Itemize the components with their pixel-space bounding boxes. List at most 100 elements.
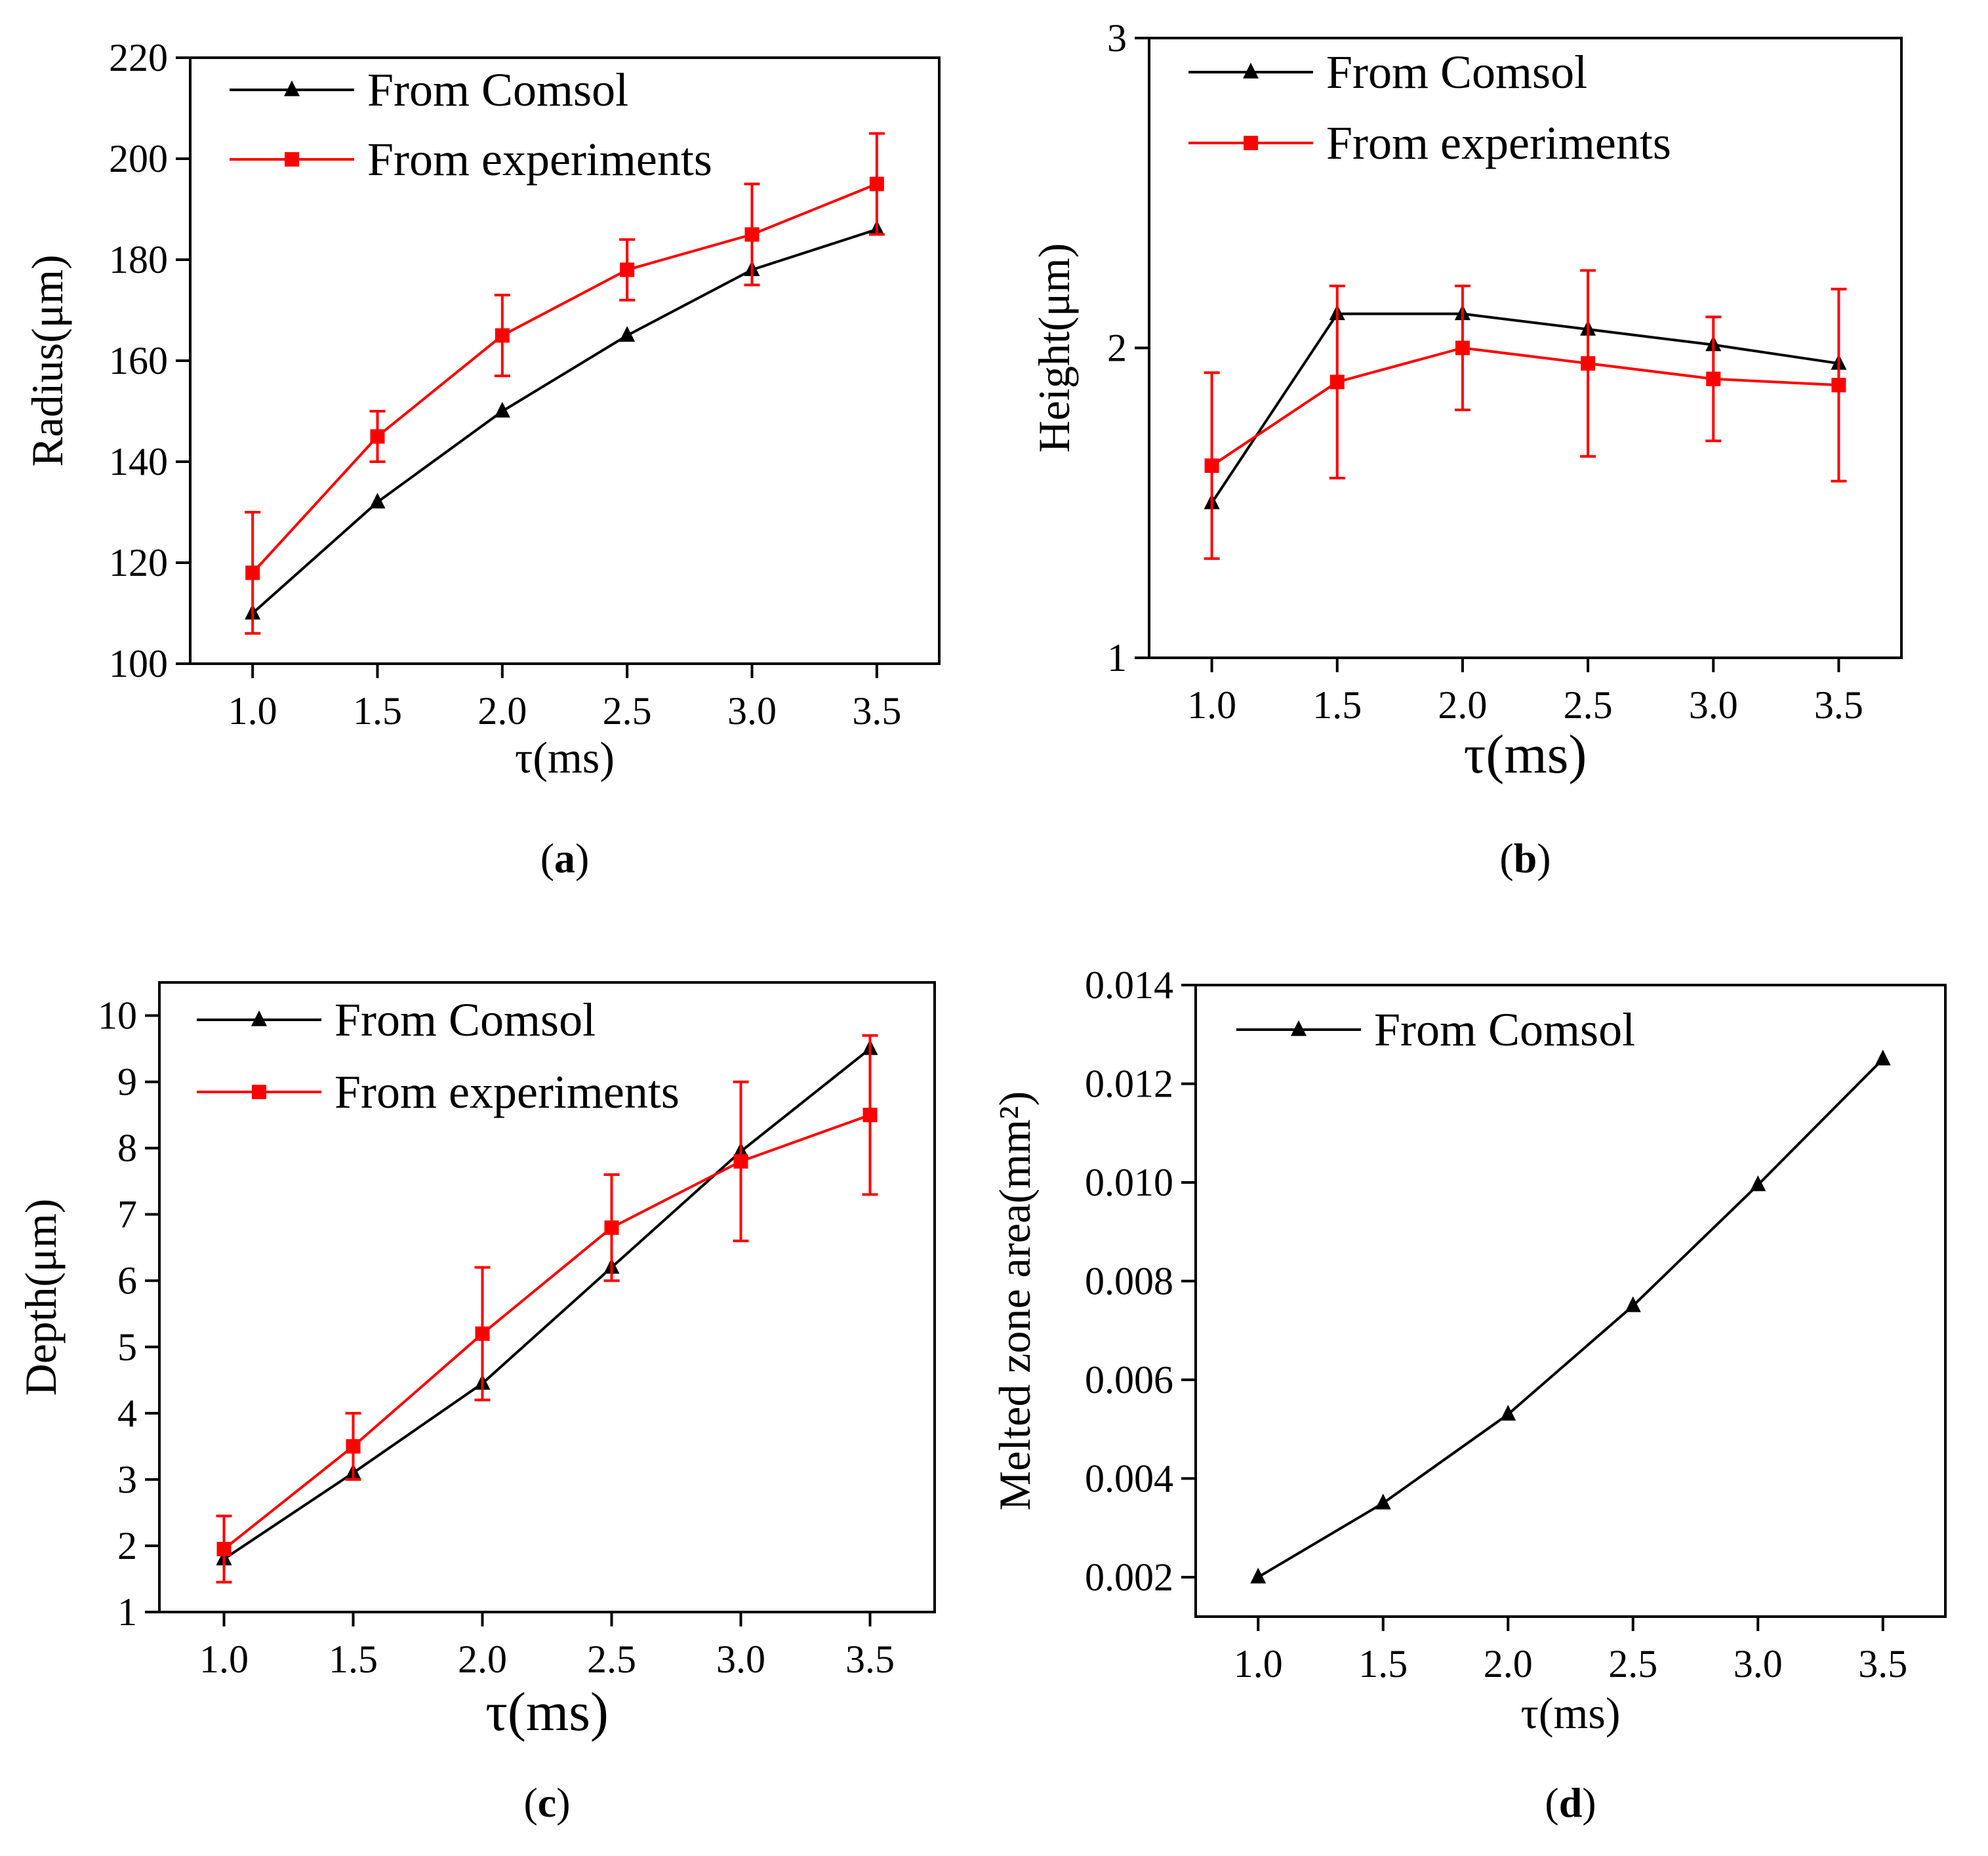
- y-tick-label: 4: [117, 1392, 137, 1435]
- y-tick-label: 1: [117, 1590, 137, 1634]
- data-point: [604, 1220, 619, 1235]
- plot-frame: [158, 981, 936, 1613]
- legend-marker: [284, 80, 300, 96]
- x-tick-label: 1.5: [1358, 1642, 1408, 1685]
- legend-marker: [285, 152, 299, 167]
- data-point: [494, 401, 510, 418]
- y-axis-label: Height(μm): [1029, 243, 1079, 453]
- series-experiments: [216, 1034, 878, 1584]
- legend-entry: From Comsol: [1188, 46, 1587, 98]
- chart-panel-d: 1.0 1.5 2.0 2.5 3.0 3.5 0.002 0.004 0.006 0.008 0.…: [990, 963, 1947, 1826]
- data-point: [495, 328, 510, 343]
- x-axis-label: τ(ms): [485, 1682, 609, 1743]
- data-point: [1455, 340, 1470, 355]
- data-point: [1375, 1493, 1391, 1510]
- y-tick-label: 2: [117, 1524, 137, 1567]
- y-tick-label: 3: [117, 1458, 137, 1501]
- y-tick-label: 140: [109, 440, 168, 483]
- x-tick-label: 1.0: [1234, 1642, 1283, 1685]
- data-point: [216, 1542, 232, 1556]
- data-point: [245, 565, 260, 580]
- data-point: [1581, 356, 1596, 371]
- x-tick-label: 3.5: [1858, 1642, 1907, 1685]
- data-point: [369, 493, 386, 509]
- x-tick-label: 2.0: [458, 1638, 507, 1681]
- x-tick-label: 2.0: [477, 689, 527, 733]
- x-tick-label: 3.0: [1689, 683, 1738, 727]
- data-point: [1329, 374, 1345, 390]
- y-tick-label: 0.008: [1085, 1259, 1173, 1302]
- series-line: [251, 228, 878, 615]
- y-tick-label: 120: [109, 541, 168, 584]
- y-tick-label: 0.006: [1085, 1358, 1173, 1402]
- y-tick-label: 6: [117, 1259, 137, 1302]
- data-point: [475, 1326, 490, 1341]
- x-tick-label: 3.5: [1814, 683, 1863, 727]
- series-line: [1257, 1058, 1884, 1579]
- y-tick-label: 0.004: [1085, 1457, 1173, 1500]
- data-point: [869, 176, 884, 192]
- panel-label: (b): [1499, 835, 1551, 881]
- x-tick-label: 2.0: [1484, 1642, 1533, 1685]
- legend-entry: From experiments: [197, 1066, 680, 1118]
- panel-label: (a): [540, 835, 590, 881]
- legend-marker: [1243, 62, 1259, 79]
- x-tick-label: 2.0: [1438, 683, 1487, 727]
- y-tick-label: 0.010: [1085, 1161, 1173, 1204]
- y-tick-label: 8: [117, 1127, 137, 1170]
- y-tick-label: 160: [109, 339, 168, 382]
- legend-label: From Comsol: [367, 64, 628, 116]
- data-point: [619, 326, 636, 342]
- y-tick-label: 100: [109, 642, 168, 685]
- y-tick-label: 1: [1107, 636, 1127, 679]
- y-tick-label: 0.014: [1085, 963, 1173, 1007]
- panel-label: (c): [523, 1779, 570, 1826]
- legend-entry: From Comsol: [197, 994, 596, 1046]
- y-tick-label: 180: [109, 238, 168, 281]
- legend-label: From experiments: [367, 133, 712, 186]
- series-experiments: [1204, 269, 1847, 560]
- data-point: [370, 429, 385, 444]
- data-point: [862, 1108, 878, 1123]
- y-axis-label: Melted zone area(mm²): [990, 1091, 1040, 1511]
- series-comsol: [245, 220, 885, 620]
- x-axis-label: τ(ms): [1521, 1688, 1621, 1738]
- data-point: [1625, 1296, 1641, 1312]
- x-tick-label: 1.0: [1187, 683, 1236, 727]
- y-tick-label: 5: [117, 1325, 137, 1369]
- x-tick-label: 3.5: [852, 689, 901, 733]
- data-point: [1831, 378, 1846, 393]
- data-point: [1204, 458, 1219, 474]
- y-tick-label: 7: [117, 1193, 137, 1236]
- legend-label: From experiments: [1326, 117, 1671, 169]
- y-tick-label: 10: [98, 994, 137, 1038]
- chart-panel-b: 1.0 1.5 2.0 2.5 3.0 3.5 1 2 3 τ(ms) Height(μm) From…: [1029, 16, 1903, 881]
- chart-panel-c: 1.0 1.5 2.0 2.5 3.0 3.5 1 2 3 4 5 6 7 8 9 10 τ(ms) Depth(…: [16, 981, 936, 1826]
- x-tick-label: 2.5: [587, 1638, 636, 1681]
- legend-entry: From experiments: [1188, 117, 1671, 169]
- x-tick-label: 1.5: [1312, 683, 1362, 727]
- x-tick-label: 3.5: [845, 1638, 895, 1681]
- series-line: [223, 1114, 871, 1550]
- data-point: [346, 1439, 361, 1454]
- y-tick-label: 200: [109, 137, 168, 180]
- x-tick-label: 1.5: [329, 1638, 378, 1681]
- legend-entry: From experiments: [230, 133, 712, 186]
- x-tick-label: 3.0: [727, 689, 777, 733]
- y-tick-label: 3: [1107, 16, 1127, 60]
- x-tick-label: 2.5: [603, 689, 652, 733]
- data-point: [733, 1154, 748, 1169]
- series-line: [1211, 346, 1839, 467]
- legend-label: From Comsol: [1326, 46, 1587, 98]
- y-tick-label: 220: [109, 36, 168, 79]
- x-tick-label: 3.0: [716, 1638, 765, 1681]
- y-tick-label: 9: [117, 1060, 137, 1104]
- data-point: [1706, 371, 1721, 386]
- x-tick-label: 2.5: [1564, 683, 1613, 727]
- series-comsol: [1250, 1049, 1891, 1584]
- data-point: [1875, 1049, 1891, 1066]
- series-line: [1210, 312, 1839, 504]
- panel-label: (d): [1545, 1779, 1596, 1826]
- data-point: [1250, 1567, 1267, 1584]
- legend-marker: [1291, 1020, 1307, 1036]
